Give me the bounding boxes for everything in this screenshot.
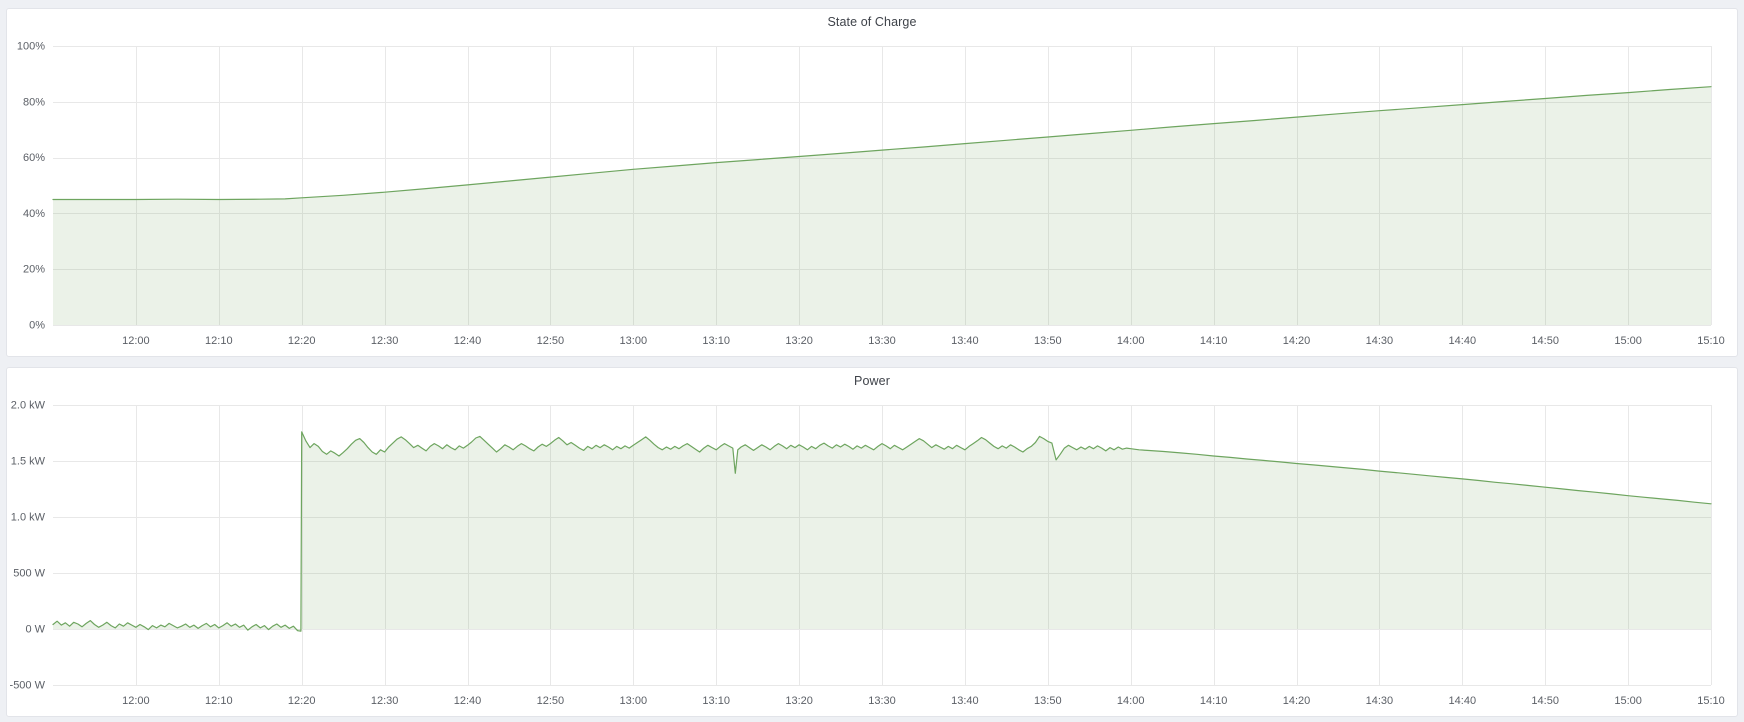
x-tick-label: 14:30 <box>1366 695 1394 707</box>
y-tick-label: 2.0 kW <box>11 400 46 412</box>
x-tick-label: 12:50 <box>537 695 565 707</box>
x-tick-label: 14:40 <box>1449 695 1477 707</box>
series-area <box>53 431 1711 632</box>
x-tick-label: 13:50 <box>1034 695 1062 707</box>
chart-svg: -500 W 0 W 500 W 1.0 kW 1.5 kW 2.0 kW 12:00 12:… <box>10 400 1725 708</box>
x-tick-label: 12:40 <box>454 695 482 707</box>
x-tick-label: 14:30 <box>1366 335 1394 347</box>
chart-svg: 0% 20% 40% 60% 80% 100% 12:00 12:10 12:20 12:30 12… <box>17 41 1725 348</box>
x-tick-label: 14:00 <box>1117 695 1145 707</box>
x-tick-label: 12:30 <box>371 695 399 707</box>
x-tick-label: 13:20 <box>785 335 813 347</box>
y-tick-label: 0% <box>29 320 45 332</box>
x-tick-label: 14:20 <box>1283 695 1311 707</box>
x-tick-label: 13:00 <box>620 335 648 347</box>
x-tick-label: 14:50 <box>1531 695 1559 707</box>
panel-power: Power -500 W 0 W 500 W 1.0 kW 1.5 kW 2.0 kW 12… <box>6 367 1738 717</box>
x-tick-label: 13:50 <box>1034 335 1062 347</box>
x-tick-label: 14:20 <box>1283 335 1311 347</box>
series-line <box>52 86 1712 201</box>
y-tick-label: 1.5 kW <box>11 456 46 468</box>
x-tick-label: 12:20 <box>288 335 316 347</box>
x-tick-label: 12:10 <box>205 695 233 707</box>
x-tick-label: 12:20 <box>288 695 316 707</box>
x-tick-label: 13:20 <box>785 695 813 707</box>
x-tick-label: 14:10 <box>1200 335 1228 347</box>
y-tick-label: 0 W <box>25 624 45 636</box>
x-tick-label: 13:30 <box>868 695 896 707</box>
y-tick-label: 40% <box>23 208 45 220</box>
panel-state-of-charge: State of Charge 0% 20% 40% 60% 80% 100% 12:00 1… <box>6 8 1738 357</box>
panel-header[interactable]: State of Charge <box>7 9 1737 35</box>
x-tick-label: 14:40 <box>1449 335 1477 347</box>
y-tick-label: 80% <box>23 96 45 108</box>
x-tick-label: 12:10 <box>205 335 233 347</box>
panel-title[interactable]: State of Charge <box>827 15 917 29</box>
series-area <box>53 86 1711 325</box>
x-tick-label: 14:50 <box>1531 335 1559 347</box>
panel-header[interactable]: Power <box>7 368 1737 394</box>
x-tick-label: 13:00 <box>620 695 648 707</box>
x-tick-label: 15:00 <box>1614 335 1642 347</box>
y-tick-label: 100% <box>17 41 45 53</box>
x-tick-label: 12:50 <box>537 335 565 347</box>
series-line <box>52 431 1712 632</box>
y-tick-label: 60% <box>23 152 45 164</box>
y-tick-label: 1.0 kW <box>11 512 46 524</box>
x-tick-label: 15:10 <box>1697 335 1725 347</box>
x-tick-label: 12:40 <box>454 335 482 347</box>
y-tick-label: 500 W <box>13 568 45 580</box>
x-tick-label: 12:30 <box>371 335 399 347</box>
x-tick-label: 15:00 <box>1614 695 1642 707</box>
x-tick-label: 13:40 <box>951 695 979 707</box>
y-tick-label: 20% <box>23 264 45 276</box>
power-chart[interactable]: -500 W 0 W 500 W 1.0 kW 1.5 kW 2.0 kW 12:00 12:… <box>7 394 1737 716</box>
x-tick-label: 15:10 <box>1697 695 1725 707</box>
x-tick-label: 13:30 <box>868 335 896 347</box>
x-tick-label: 12:00 <box>122 695 150 707</box>
x-tick-label: 13:40 <box>951 335 979 347</box>
x-tick-label: 12:00 <box>122 335 150 347</box>
panel-title[interactable]: Power <box>854 374 890 388</box>
state-of-charge-chart[interactable]: 0% 20% 40% 60% 80% 100% 12:00 12:10 12:20 12:30 12… <box>7 35 1737 356</box>
x-tick-label: 14:00 <box>1117 335 1145 347</box>
y-tick-label: -500 W <box>10 680 46 692</box>
x-tick-label: 14:10 <box>1200 695 1228 707</box>
x-tick-label: 13:10 <box>702 695 730 707</box>
x-tick-label: 13:10 <box>702 335 730 347</box>
